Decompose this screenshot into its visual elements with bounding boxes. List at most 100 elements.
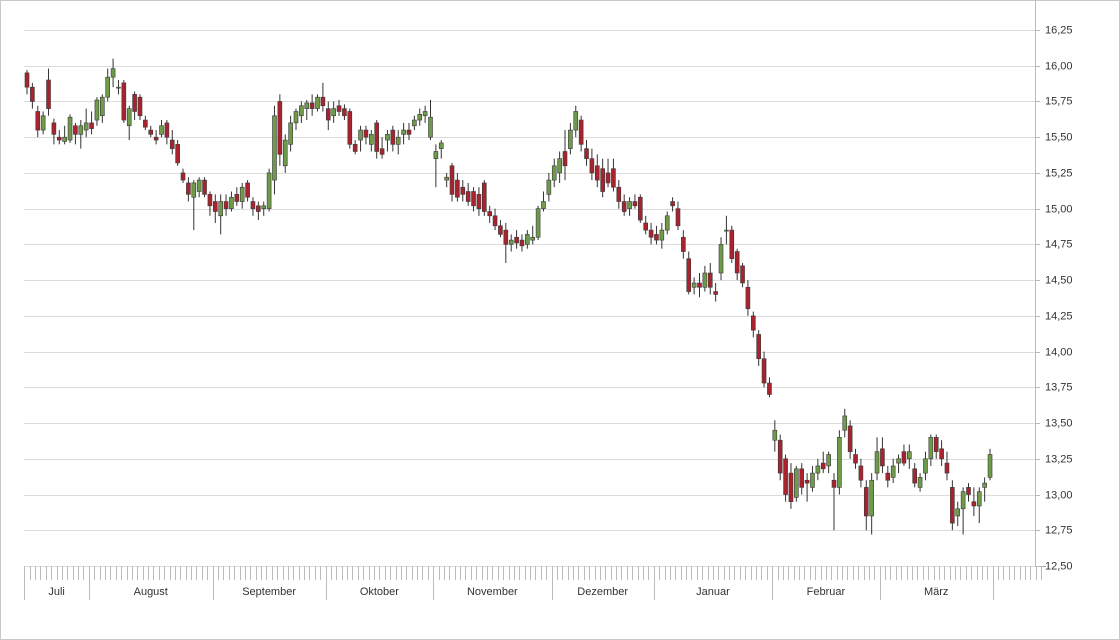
candle-body <box>438 142 444 149</box>
candle-body <box>169 139 175 149</box>
y-tick-label: 16,00 <box>1045 60 1073 72</box>
candle-body <box>594 165 600 181</box>
candle-body <box>186 182 191 195</box>
x-tick-label: Juli <box>48 586 65 598</box>
candle-body <box>336 105 342 112</box>
candle-body <box>126 108 132 127</box>
candle-body <box>530 236 536 241</box>
candle-body <box>46 79 51 109</box>
candle-body <box>783 458 788 495</box>
candle-body <box>347 111 353 145</box>
candle-body <box>858 465 864 481</box>
candle-body <box>863 487 869 517</box>
candle-body <box>804 479 810 484</box>
candle-body <box>299 105 304 117</box>
candle-body <box>546 179 552 195</box>
candle-body <box>885 472 891 481</box>
candle-body <box>164 122 170 138</box>
candle-body <box>600 168 605 192</box>
y-tick-label: 15,25 <box>1045 167 1073 179</box>
y-tick-label: 16,25 <box>1045 24 1073 36</box>
candle-body <box>196 179 202 192</box>
candle-body <box>950 487 955 524</box>
candle-body <box>320 96 326 107</box>
candle-body <box>847 425 853 452</box>
candle-body <box>498 225 503 235</box>
candle-body <box>675 208 681 227</box>
candle-body <box>928 437 934 460</box>
candle-body <box>794 468 799 498</box>
candle-body <box>874 451 880 474</box>
candle-body <box>777 439 783 474</box>
candle-body <box>810 472 815 488</box>
candle-body <box>492 215 498 227</box>
candle-body <box>417 114 423 121</box>
candle-body <box>100 96 105 117</box>
candle-body <box>826 454 831 467</box>
candle-body <box>578 119 584 145</box>
candle-body <box>191 182 197 198</box>
candle-body <box>815 465 821 474</box>
candle-body <box>799 468 805 488</box>
y-tick-label: 12,50 <box>1045 560 1073 572</box>
candle-body <box>406 129 412 135</box>
candle-body <box>664 215 670 231</box>
candle-body <box>223 201 229 209</box>
y-tick-label: 13,25 <box>1045 453 1073 465</box>
candle-body <box>143 119 148 128</box>
x-tick-label: August <box>134 586 168 598</box>
candle-body <box>654 234 659 241</box>
candle-body <box>481 182 487 212</box>
x-tick-label: Dezember <box>577 586 628 598</box>
candle-body <box>460 186 466 195</box>
candle-body <box>56 136 62 141</box>
candle-body <box>761 358 767 384</box>
candle-body <box>304 102 310 109</box>
candle-body <box>659 229 665 241</box>
candle-body <box>756 334 761 360</box>
candle-body <box>820 462 826 470</box>
candle-body <box>713 291 718 295</box>
candle-body <box>288 122 293 145</box>
candle-body <box>960 491 966 510</box>
candle-body <box>62 136 67 142</box>
candle-body <box>627 201 632 209</box>
candle-body <box>363 129 369 138</box>
candle-body <box>707 272 713 288</box>
candle-body <box>277 101 283 155</box>
candle-body <box>648 229 654 238</box>
candle-body <box>944 462 950 474</box>
candle-body <box>180 172 186 181</box>
candle-body <box>325 108 331 121</box>
candle-body <box>971 501 977 507</box>
candle-body <box>105 76 110 98</box>
candle-body <box>213 201 218 212</box>
candle-body <box>568 129 573 149</box>
candle-body <box>562 151 568 167</box>
candle-body <box>681 236 686 252</box>
candle-body <box>379 148 385 155</box>
candle-body <box>976 491 982 507</box>
candle-body <box>455 179 460 198</box>
candle-body <box>745 286 751 310</box>
candle-body <box>390 129 396 145</box>
x-tick-label: Februar <box>807 586 846 598</box>
y-tick-label: 12,75 <box>1045 524 1073 536</box>
y-tick-label: 13,50 <box>1045 417 1073 429</box>
candle-body <box>175 144 180 164</box>
candle-body <box>449 165 455 195</box>
candle-body <box>729 229 735 259</box>
candle-body <box>982 482 987 488</box>
candle-body <box>256 205 261 212</box>
candle-body <box>842 415 848 431</box>
candle-body <box>670 201 675 207</box>
candle-body <box>234 194 240 202</box>
candle-body <box>24 72 30 88</box>
candle-body <box>121 82 127 121</box>
candle-body <box>772 429 778 441</box>
candle-body <box>239 186 245 202</box>
candle-body <box>896 458 901 464</box>
candle-body <box>369 134 374 145</box>
candle-body <box>272 115 277 181</box>
